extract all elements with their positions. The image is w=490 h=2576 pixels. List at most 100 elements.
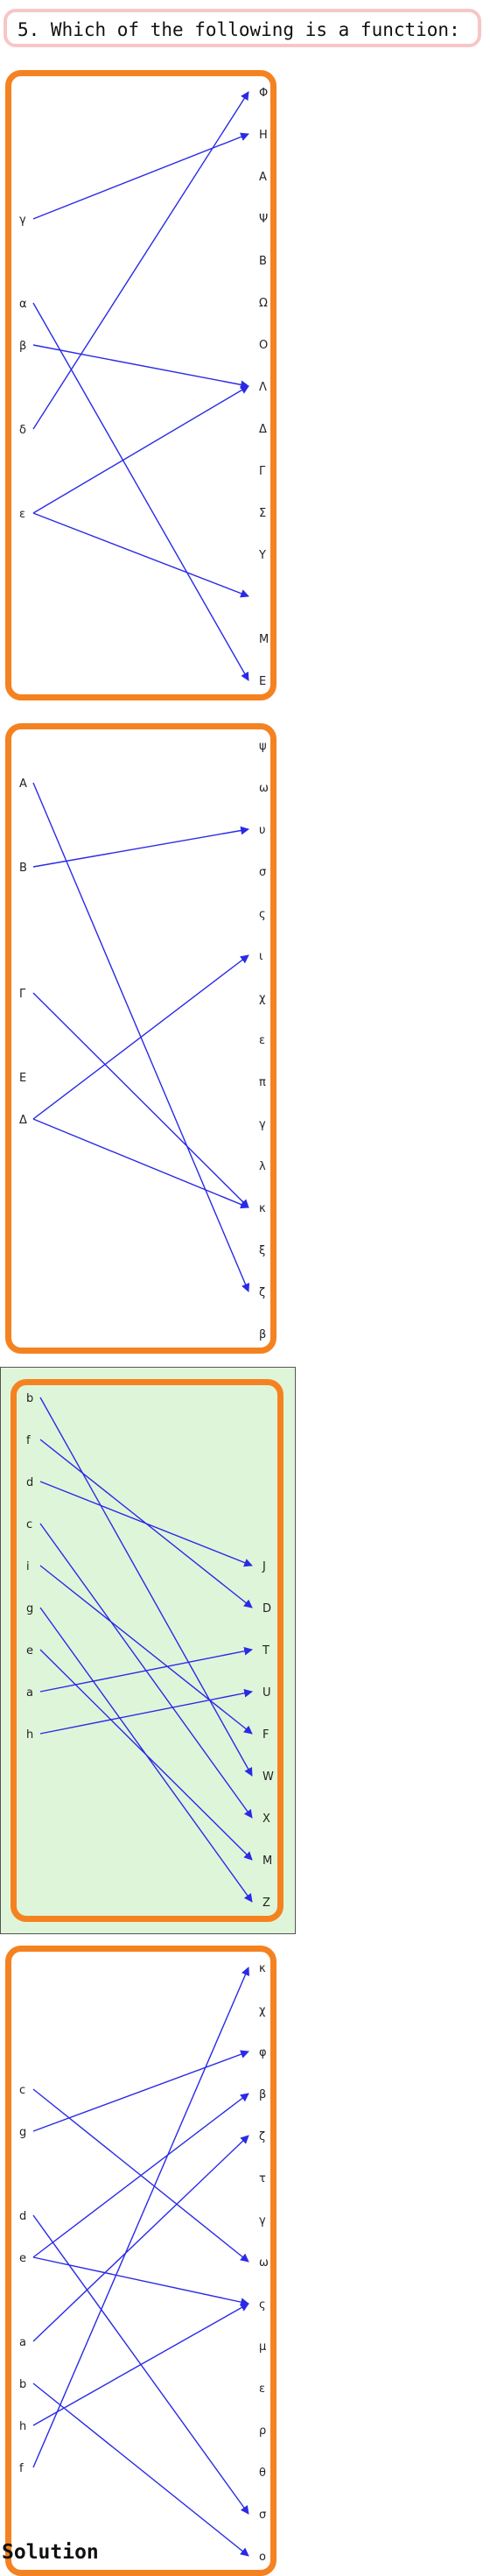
domain-label: a (19, 2336, 26, 2349)
domain-label: α (19, 298, 27, 311)
mapping-arrow (32, 2382, 249, 2557)
mapping-arrow (32, 826, 249, 868)
diagram-frame-2[interactable] (5, 723, 276, 1354)
mapping-diagram-4: c g d e a b h f κ χ φ β ζ τ γ ω ς μ ε ρ θ σ ο (19, 1962, 269, 2564)
domain-label: h (26, 1728, 33, 1742)
codomain-label: ε (259, 2382, 265, 2396)
domain-label: h (19, 2420, 26, 2433)
codomain-label: Φ (259, 87, 268, 100)
codomain-label: χ (259, 2004, 266, 2017)
codomain-label: W (262, 1770, 274, 1784)
codomain-label: γ (259, 1118, 266, 1131)
codomain-label: Z (262, 1897, 270, 1910)
codomain-label: J (262, 1560, 266, 1573)
mapping-arrow (32, 344, 249, 390)
codomain-label: γ (259, 2214, 266, 2228)
domain-label: Α (19, 778, 27, 791)
mapping-arrow (39, 1397, 253, 1777)
domain-label: Β (19, 862, 27, 875)
codomain-label: Α (259, 171, 267, 184)
codomain-label: ξ (259, 1244, 265, 1257)
mapping-arrow (32, 992, 249, 1208)
mapping-diagram-1: γ α β δ ε Φ Η Α Ψ Β Ω Ο Λ Δ Γ Σ Υ Μ Ε (19, 87, 269, 688)
codomain-label: χ (259, 992, 266, 1005)
codomain-label: σ (259, 2509, 266, 2522)
codomain-label: D (262, 1602, 271, 1615)
question-text: 5. Which of the following is a function: (18, 19, 460, 40)
domain-label: β (19, 340, 26, 353)
domain-label: d (26, 1476, 33, 1489)
codomain-label: β (259, 1328, 266, 1341)
codomain-label: ι (259, 950, 262, 963)
domain-label: b (19, 2378, 26, 2391)
codomain-label: μ (259, 2340, 266, 2354)
codomain-label: X (262, 1812, 270, 1826)
mapping-arrow (32, 302, 249, 681)
domain-label: γ (19, 214, 26, 227)
codomain-label: T (262, 1644, 270, 1658)
codomain-label: κ (259, 1962, 266, 1975)
mapping-arrow (39, 1649, 253, 1861)
mapping-arrow (39, 1481, 253, 1567)
mapping-arrow (32, 1118, 249, 1209)
mapping-diagram-3: b f d c i g e a h J D T U F W X M Z (26, 1392, 274, 1910)
codomain-label: λ (259, 1160, 266, 1173)
domain-label: c (19, 2084, 25, 2097)
diagram-frame-4[interactable] (5, 1946, 276, 2576)
diagram-frame-1[interactable] (5, 70, 276, 700)
codomain-label: F (262, 1728, 269, 1742)
mapping-diagram-2: Α Β Γ Ε Δψ ω υ σ ς ι χ ε π γ λ κ ξ ζ β (19, 740, 269, 1341)
diagram-frame-3[interactable] (10, 1379, 284, 1922)
codomain-label: Υ (258, 549, 266, 562)
codomain-label: β (259, 2088, 266, 2101)
mapping-arrow (32, 512, 249, 598)
codomain-label: ς (259, 2298, 266, 2312)
domain-label: e (19, 2252, 26, 2265)
codomain-label: Ο (259, 339, 268, 352)
mapping-arrow (39, 1646, 253, 1693)
codomain-label: ω (259, 2256, 269, 2270)
domain-label: ε (19, 508, 25, 521)
codomain-label: ε (259, 1034, 265, 1047)
codomain-label: Δ (259, 423, 267, 436)
codomain-label: Μ (259, 633, 269, 646)
domain-label: e (26, 1644, 33, 1658)
question-box: 5. Which of the following is a function: (4, 9, 481, 47)
domain-label: i (26, 1560, 30, 1573)
codomain-label: κ (259, 1202, 266, 1215)
domain-label: g (26, 1602, 33, 1615)
domain-label: d (19, 2210, 26, 2223)
domain-label: δ (19, 424, 26, 437)
codomain-label: σ (259, 866, 266, 879)
codomain-label: υ (259, 824, 266, 837)
mapping-arrow (32, 2256, 249, 2306)
codomain-label: θ (259, 2467, 266, 2480)
domain-label: Ε (19, 1072, 26, 1085)
domain-label: Γ (19, 988, 26, 1001)
solution-label: Solution (2, 2541, 99, 2564)
codomain-label: Η (259, 129, 268, 142)
mapping-arrow (32, 2303, 249, 2426)
codomain-label: Σ (259, 507, 266, 520)
domain-label: b (26, 1392, 33, 1405)
codomain-label: Β (259, 255, 267, 268)
domain-label: a (26, 1686, 33, 1700)
mapping-arrow (32, 385, 249, 514)
codomain-label: Γ (259, 465, 266, 478)
domain-label: g (19, 2126, 26, 2139)
codomain-label: ς (259, 908, 266, 921)
codomain-label: Λ (259, 381, 267, 394)
mapping-arrow (32, 2093, 249, 2258)
domain-label: c (26, 1518, 32, 1531)
codomain-label: ρ (259, 2425, 266, 2438)
codomain-label: ζ (259, 2130, 265, 2143)
mapping-arrow (32, 91, 249, 430)
codomain-label: M (262, 1855, 272, 1868)
codomain-label: ψ (259, 740, 267, 753)
codomain-label: φ (259, 2046, 267, 2059)
mapping-arrow (32, 1967, 250, 2468)
mapping-arrow (39, 1688, 253, 1735)
mapping-arrow (32, 2050, 249, 2132)
domain-label: f (26, 1434, 31, 1447)
codomain-label: τ (259, 2172, 266, 2185)
